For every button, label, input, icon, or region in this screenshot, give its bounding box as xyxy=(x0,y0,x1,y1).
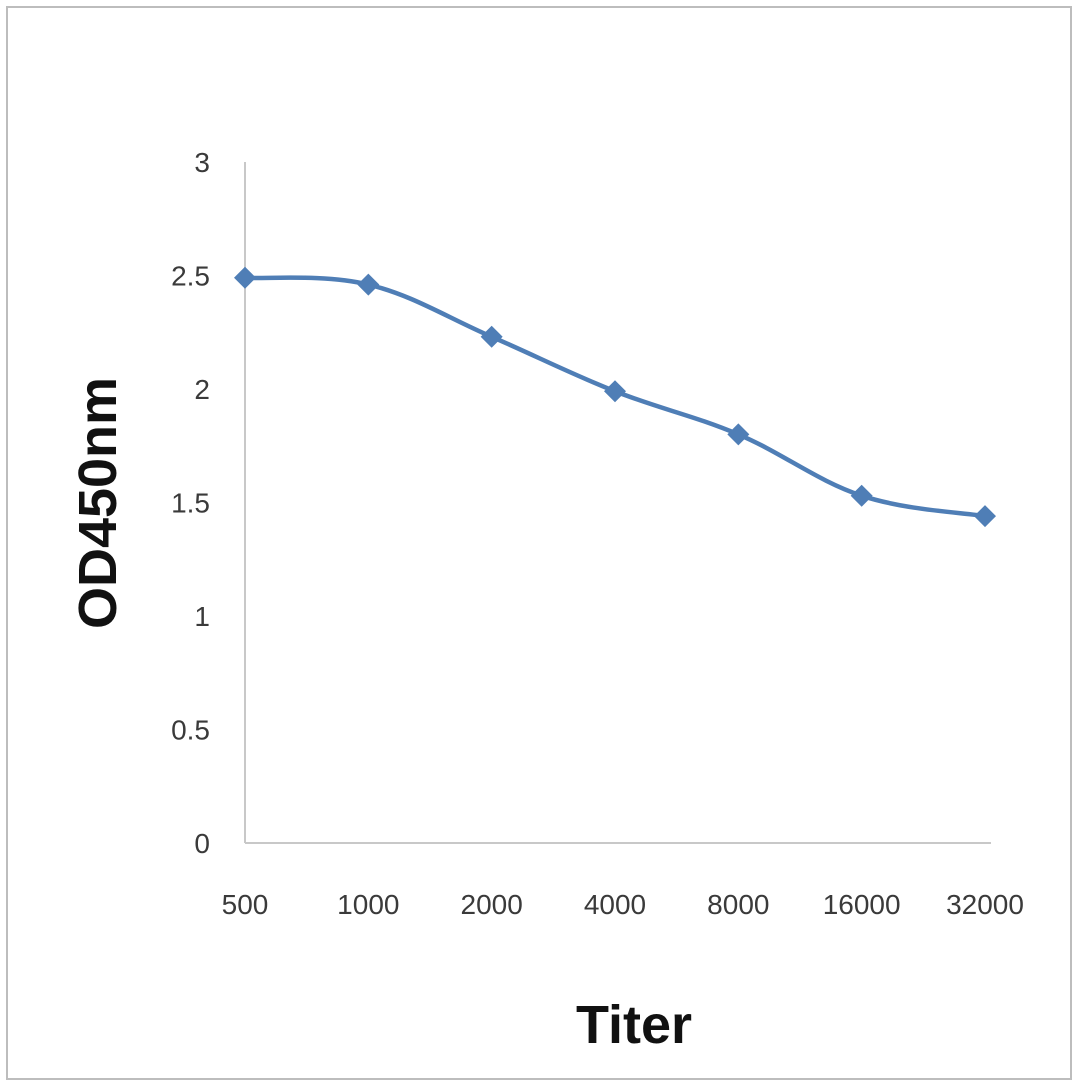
y-tick-label: 2.5 xyxy=(171,261,210,292)
x-tick-label: 2000 xyxy=(461,889,523,920)
data-point-marker xyxy=(480,325,503,348)
x-tick-label: 500 xyxy=(222,889,269,920)
y-tick-label: 3 xyxy=(194,147,210,178)
data-point-marker xyxy=(234,266,256,289)
data-point-marker xyxy=(604,380,626,403)
y-tick-label: 2 xyxy=(194,374,210,405)
data-point-marker xyxy=(974,505,996,528)
y-tick-label: 0.5 xyxy=(171,715,210,746)
y-tick-labels: 0 0.5 1 1.5 2 2.5 3 xyxy=(171,147,210,859)
x-tick-label: 4000 xyxy=(584,889,646,920)
x-axis-title: Titer xyxy=(576,995,692,1055)
y-axis-title: OD450nm xyxy=(68,377,128,629)
chart-frame xyxy=(6,6,1072,1080)
data-point-marker xyxy=(850,484,873,507)
x-tick-labels: 500 1000 2000 4000 8000 16000 32000 xyxy=(222,889,1024,920)
x-tick-label: 16000 xyxy=(823,889,901,920)
x-tick-label: 8000 xyxy=(707,889,769,920)
data-point-marker xyxy=(357,273,380,296)
series-group xyxy=(234,266,996,528)
x-tick-label: 1000 xyxy=(337,889,399,920)
y-tick-label: 0 xyxy=(194,828,210,859)
y-tick-label: 1.5 xyxy=(171,488,210,519)
data-point-marker xyxy=(727,423,750,446)
y-tick-label: 1 xyxy=(194,601,210,632)
x-tick-label: 32000 xyxy=(946,889,1024,920)
